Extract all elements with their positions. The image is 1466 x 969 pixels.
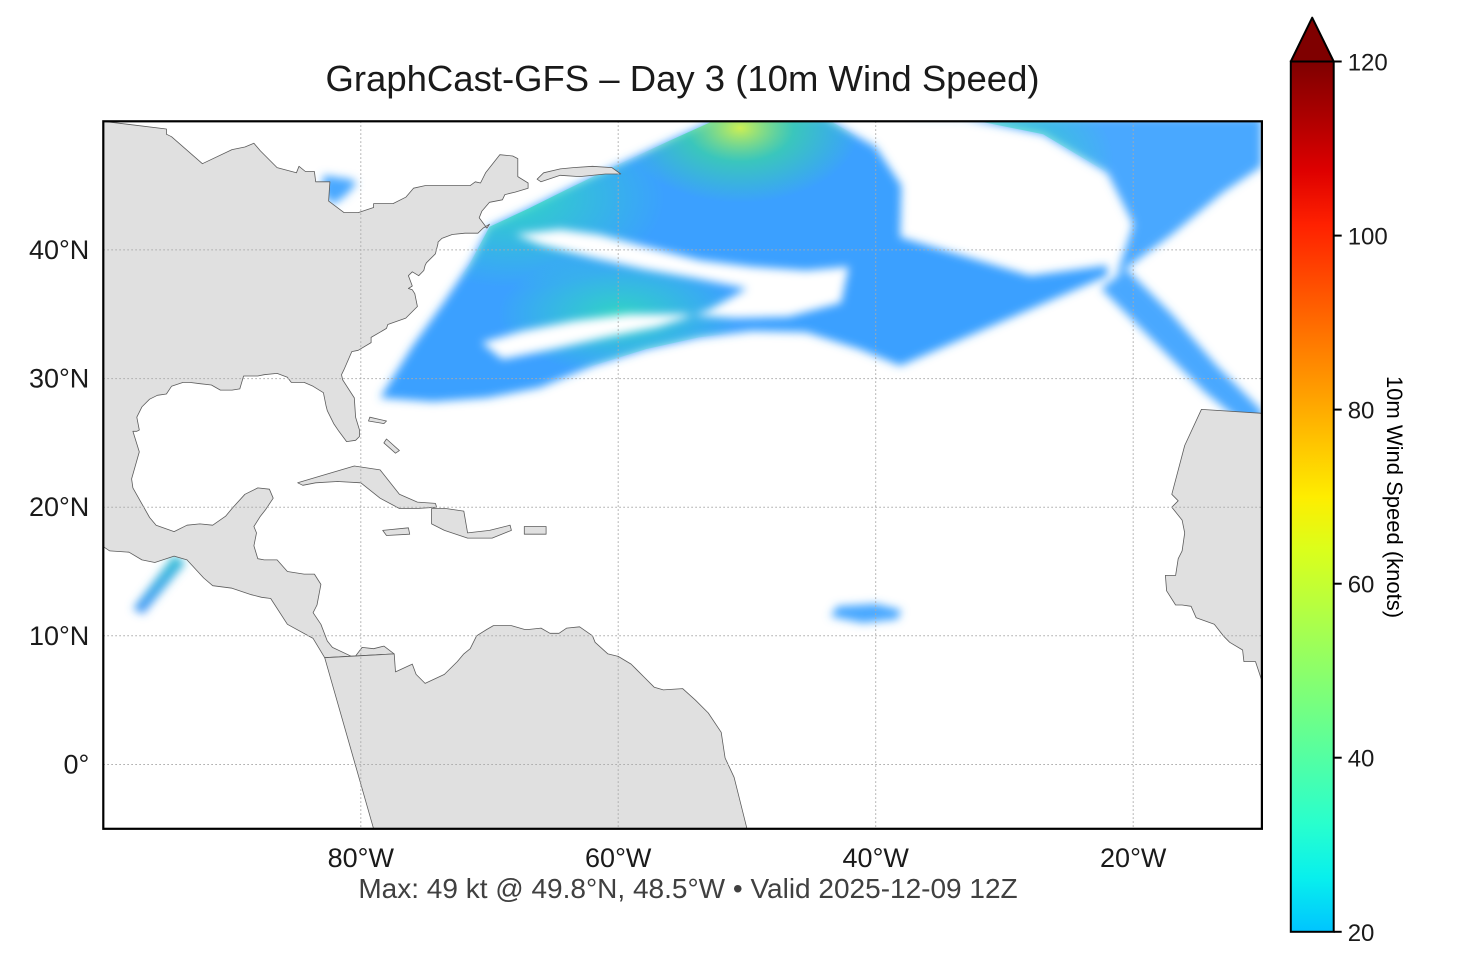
svg-text:0°: 0° bbox=[63, 750, 89, 780]
svg-text:20: 20 bbox=[1348, 920, 1375, 947]
svg-text:10°N: 10°N bbox=[29, 621, 89, 651]
svg-text:40°W: 40°W bbox=[843, 843, 910, 873]
svg-text:30°N: 30°N bbox=[29, 364, 89, 394]
svg-text:60: 60 bbox=[1348, 572, 1375, 599]
svg-text:120: 120 bbox=[1348, 50, 1388, 77]
svg-text:20°N: 20°N bbox=[29, 492, 89, 522]
svg-text:40: 40 bbox=[1348, 746, 1375, 773]
svg-text:40°N: 40°N bbox=[29, 235, 89, 265]
svg-text:80°W: 80°W bbox=[328, 843, 395, 873]
svg-text:60°W: 60°W bbox=[585, 843, 652, 873]
svg-text:80: 80 bbox=[1348, 398, 1375, 425]
svg-text:20°W: 20°W bbox=[1100, 843, 1167, 873]
svg-text:100: 100 bbox=[1348, 224, 1388, 251]
